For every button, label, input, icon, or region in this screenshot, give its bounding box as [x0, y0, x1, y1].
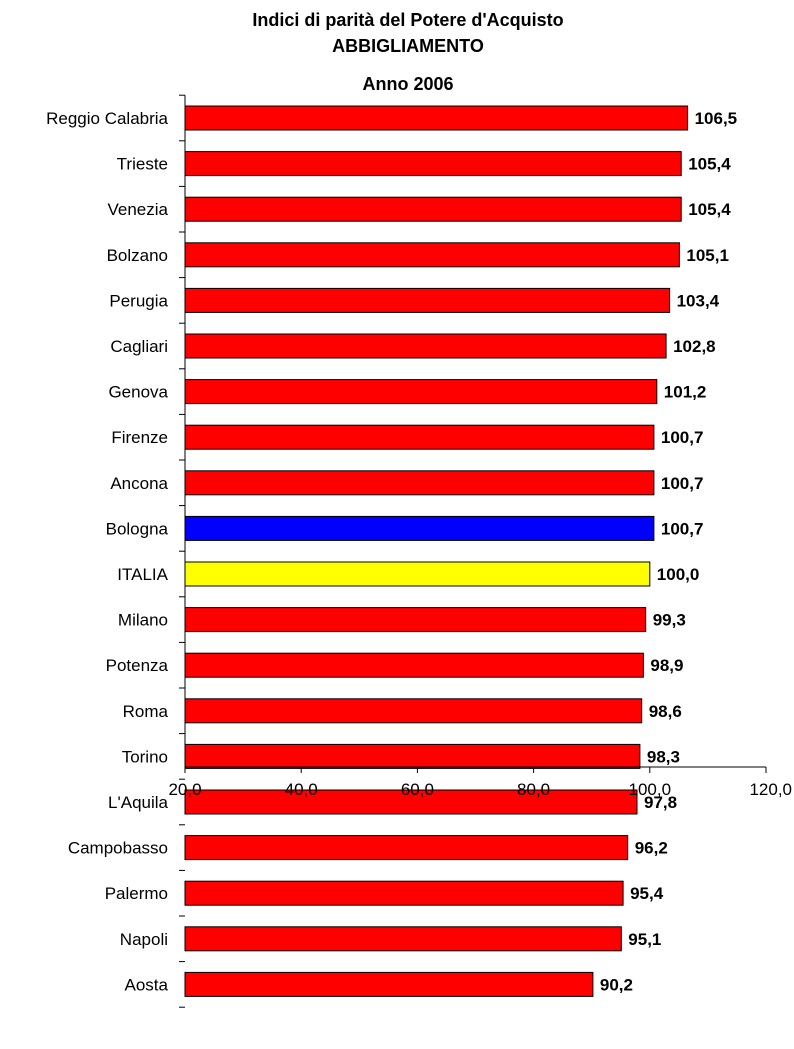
bar-campobasso: [184, 835, 629, 861]
category-label: Campobasso: [68, 839, 168, 858]
value-label: 96,2: [635, 839, 668, 858]
category-labels: Reggio Calabria Trieste Venezia Bolzano Peru…: [46, 109, 169, 994]
axes: 20,0 40,0 60,0 80,0 100,0 120,0: [168, 94, 792, 1008]
bar-napoli: [184, 926, 622, 952]
value-label: 100,0: [657, 565, 700, 584]
category-label: ITALIA: [117, 565, 168, 584]
bar-torino: [184, 743, 641, 769]
bars: [184, 105, 689, 997]
value-label: 98,6: [649, 702, 682, 721]
value-label: 100,7: [661, 428, 704, 447]
value-label: 106,5: [695, 109, 738, 128]
category-label: Torino: [122, 747, 168, 766]
value-label: 100,7: [661, 474, 704, 493]
category-label: Palermo: [105, 884, 168, 903]
value-label: 100,7: [661, 519, 704, 538]
x-tick-label: 20,0: [168, 780, 201, 799]
category-label: Genova: [108, 383, 168, 402]
chart-title: Indici di parità del Potere d'Acquisto AB…: [252, 10, 563, 94]
bar-venezia: [184, 196, 682, 222]
value-label: 95,4: [630, 884, 664, 903]
value-label: 99,3: [653, 611, 686, 630]
category-label: Napoli: [120, 930, 168, 949]
bar-potenza: [184, 652, 644, 678]
bar-trieste: [184, 151, 682, 177]
category-label: Firenze: [111, 428, 168, 447]
value-label: 98,3: [647, 747, 680, 766]
value-label: 103,4: [677, 291, 720, 310]
bar-cagliari: [184, 333, 667, 359]
x-tick-label: 100,0: [629, 780, 672, 799]
category-label: Trieste: [117, 155, 168, 174]
bar-firenze: [184, 424, 655, 450]
chart-title-line-1: Indici di parità del Potere d'Acquisto: [252, 10, 563, 30]
category-label: Ancona: [110, 474, 168, 493]
category-label: Aosta: [125, 975, 169, 994]
value-label: 102,8: [673, 337, 716, 356]
x-tick-label: 40,0: [285, 780, 318, 799]
category-label: Perugia: [109, 291, 168, 310]
category-label: Milano: [118, 611, 168, 630]
value-label: 97,8: [644, 793, 677, 812]
category-label: Cagliari: [110, 337, 168, 356]
chart-title-line-3: Anno 2006: [362, 74, 453, 94]
chart-title-line-2: ABBIGLIAMENTO: [332, 36, 484, 56]
value-label: 101,2: [664, 383, 707, 402]
value-labels: 106,5 105,4 105,4 105,1 103,4 102,8 101,2 100,7…: [600, 109, 737, 994]
bar-perugia: [184, 287, 671, 313]
category-label: Venezia: [108, 200, 169, 219]
bar-aosta: [184, 971, 594, 997]
bar-italia: [184, 561, 651, 587]
bar-bolzano: [184, 242, 680, 268]
x-tick-label: 60,0: [401, 780, 434, 799]
category-label: Reggio Calabria: [46, 109, 168, 128]
bar-genova: [184, 379, 658, 405]
category-label: Roma: [123, 702, 169, 721]
value-label: 105,4: [688, 155, 731, 174]
bar-roma: [184, 698, 643, 724]
x-tick-label: 120,0: [749, 780, 792, 799]
bar-reggio-calabria: [184, 105, 689, 131]
value-label: 95,1: [628, 930, 661, 949]
value-label: 98,9: [650, 656, 683, 675]
bar-bologna: [184, 515, 655, 541]
bar-l-aquila: [184, 789, 638, 815]
category-label: Potenza: [106, 656, 169, 675]
x-tick-label: 80,0: [517, 780, 550, 799]
bar-milano: [184, 607, 647, 633]
value-label: 90,2: [600, 975, 633, 994]
value-label: 105,1: [686, 246, 729, 265]
value-label: 105,4: [688, 200, 731, 219]
category-label: Bolzano: [107, 246, 168, 265]
bar-palermo: [184, 880, 624, 906]
category-label: Bologna: [106, 519, 169, 538]
bar-ancona: [184, 470, 655, 496]
category-label: L'Aquila: [108, 793, 169, 812]
